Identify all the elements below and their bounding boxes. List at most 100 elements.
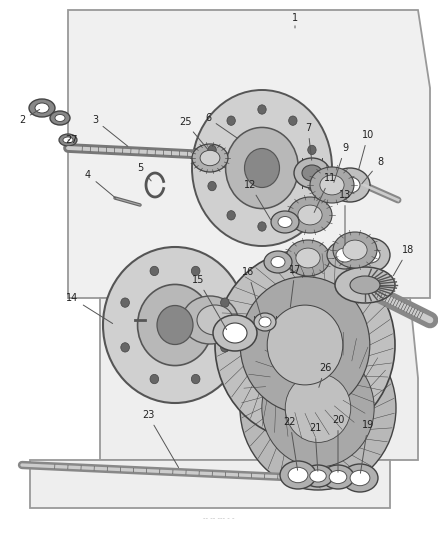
Ellipse shape (29, 99, 55, 117)
Ellipse shape (298, 205, 322, 225)
Text: 26: 26 (319, 363, 331, 387)
Ellipse shape (259, 317, 271, 327)
Ellipse shape (240, 326, 396, 490)
Text: 23: 23 (142, 410, 179, 467)
Ellipse shape (343, 240, 367, 260)
Text: 15: 15 (192, 275, 226, 329)
Ellipse shape (329, 471, 347, 483)
Text: 21: 21 (309, 423, 321, 471)
Ellipse shape (296, 248, 320, 268)
Ellipse shape (150, 266, 159, 276)
Ellipse shape (192, 90, 332, 246)
Text: 2: 2 (19, 109, 39, 125)
Ellipse shape (310, 470, 326, 482)
Ellipse shape (35, 103, 49, 113)
Text: 17: 17 (289, 265, 301, 307)
Ellipse shape (322, 465, 354, 489)
Text: 18: 18 (393, 245, 414, 276)
Text: 10: 10 (359, 130, 374, 169)
Ellipse shape (227, 116, 235, 125)
Ellipse shape (258, 222, 266, 231)
Text: 1: 1 (292, 13, 298, 28)
Ellipse shape (221, 298, 229, 308)
Ellipse shape (286, 240, 330, 276)
Ellipse shape (50, 111, 70, 125)
Ellipse shape (208, 146, 216, 155)
Ellipse shape (289, 116, 297, 125)
Ellipse shape (310, 167, 354, 203)
Ellipse shape (350, 276, 380, 294)
Ellipse shape (215, 250, 395, 440)
Ellipse shape (103, 247, 247, 403)
Ellipse shape (350, 470, 370, 486)
Ellipse shape (121, 298, 130, 308)
Ellipse shape (360, 247, 380, 263)
Ellipse shape (197, 305, 233, 335)
Ellipse shape (213, 315, 257, 351)
Ellipse shape (138, 285, 212, 366)
Text: 22: 22 (284, 417, 297, 470)
Ellipse shape (192, 144, 228, 172)
Ellipse shape (278, 216, 292, 228)
Text: 4: 4 (85, 170, 116, 198)
Ellipse shape (333, 232, 377, 268)
Ellipse shape (280, 461, 316, 489)
Ellipse shape (223, 323, 247, 343)
Text: 3: 3 (92, 115, 128, 146)
Ellipse shape (302, 165, 322, 181)
Polygon shape (68, 10, 430, 298)
Ellipse shape (288, 467, 308, 483)
Polygon shape (30, 460, 390, 508)
Ellipse shape (308, 146, 316, 155)
Ellipse shape (221, 343, 229, 352)
Text: 27: 27 (66, 135, 78, 145)
Text: 12: 12 (244, 180, 271, 220)
Ellipse shape (271, 211, 299, 233)
Ellipse shape (258, 105, 266, 114)
Ellipse shape (330, 168, 370, 202)
Ellipse shape (340, 177, 360, 193)
Ellipse shape (350, 238, 390, 272)
Text: 13: 13 (339, 190, 351, 245)
Ellipse shape (327, 241, 363, 269)
Ellipse shape (208, 181, 216, 191)
Text: 6: 6 (205, 113, 238, 139)
Ellipse shape (335, 267, 395, 303)
Text: 20: 20 (332, 415, 344, 472)
Ellipse shape (285, 374, 351, 442)
Polygon shape (100, 298, 418, 460)
Ellipse shape (303, 465, 333, 487)
Ellipse shape (264, 251, 292, 273)
Ellipse shape (150, 374, 159, 384)
Ellipse shape (308, 181, 316, 191)
Text: -- -- --- - -: -- -- --- - - (203, 515, 235, 521)
Text: 14: 14 (66, 293, 113, 324)
Ellipse shape (288, 197, 332, 233)
Ellipse shape (191, 266, 200, 276)
Text: 8: 8 (362, 157, 383, 184)
Ellipse shape (55, 115, 65, 122)
Text: 25: 25 (179, 117, 208, 150)
Ellipse shape (200, 150, 220, 166)
Text: 7: 7 (305, 123, 312, 160)
Ellipse shape (320, 175, 344, 195)
Ellipse shape (240, 277, 370, 414)
Ellipse shape (59, 134, 77, 146)
Ellipse shape (336, 248, 354, 262)
Ellipse shape (182, 296, 238, 344)
Text: 9: 9 (334, 143, 348, 182)
Ellipse shape (191, 374, 200, 384)
Ellipse shape (271, 256, 285, 268)
Text: 11: 11 (314, 173, 336, 213)
Text: 16: 16 (242, 267, 261, 317)
Ellipse shape (121, 343, 130, 352)
Ellipse shape (342, 464, 378, 492)
Ellipse shape (294, 158, 330, 188)
Ellipse shape (254, 313, 276, 331)
Ellipse shape (63, 137, 73, 143)
Ellipse shape (227, 211, 235, 220)
Ellipse shape (289, 211, 297, 220)
Ellipse shape (244, 149, 279, 188)
Text: 19: 19 (360, 420, 374, 473)
Ellipse shape (262, 349, 374, 467)
